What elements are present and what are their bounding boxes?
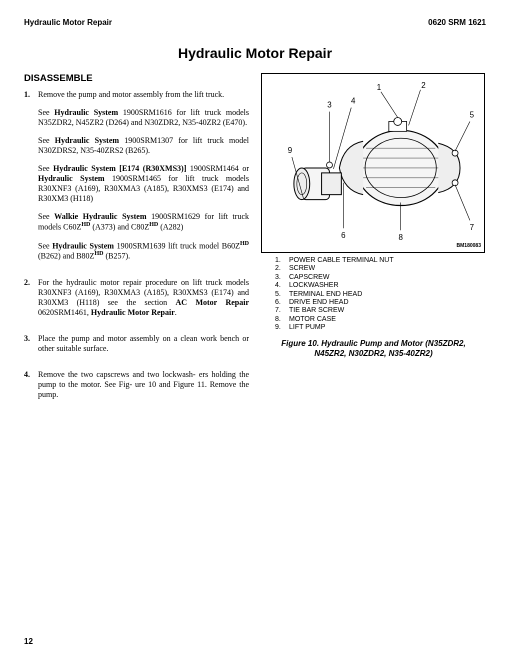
callout-item: 1.POWER CABLE TERMINAL NUT (275, 257, 486, 265)
callout-number: 4. (275, 282, 289, 290)
step-paragraph: For the hydraulic motor repair procedure… (38, 278, 249, 318)
callout-text: SCREW (289, 265, 315, 273)
callout-item: 4.LOCKWASHER (275, 282, 486, 290)
step-paragraph: See Hydraulic System 1900SRM1616 for lif… (38, 108, 249, 128)
svg-text:2: 2 (421, 81, 425, 90)
callout-number: 1. (275, 257, 289, 265)
step-item: 1.Remove the pump and motor assembly fro… (24, 90, 249, 270)
page-header: Hydraulic Motor Repair 0620 SRM 1621 (24, 18, 486, 27)
section-heading: DISASSEMBLE (24, 73, 249, 84)
callout-text: POWER CABLE TERMINAL NUT (289, 257, 394, 265)
svg-text:9: 9 (288, 146, 293, 155)
callout-number: 2. (275, 265, 289, 273)
callout-number: 5. (275, 291, 289, 299)
callout-item: 5.TERMINAL END HEAD (275, 291, 486, 299)
content-columns: DISASSEMBLE 1.Remove the pump and motor … (24, 73, 486, 416)
step-number: 1. (24, 90, 38, 270)
callout-text: LOCKWASHER (289, 282, 339, 290)
figure-caption-line-1: Figure 10. Hydraulic Pump and Motor (N35… (281, 339, 465, 348)
step-paragraph: See Hydraulic System 1900SRM1307 for lif… (38, 136, 249, 156)
svg-text:6: 6 (341, 231, 346, 240)
step-number: 3. (24, 334, 38, 362)
callout-number: 7. (275, 307, 289, 315)
callout-number: 9. (275, 324, 289, 332)
callout-text: MOTOR CASE (289, 316, 336, 324)
callout-text: LIFT PUMP (289, 324, 325, 332)
header-left: Hydraulic Motor Repair (24, 18, 112, 27)
svg-text:7: 7 (470, 223, 474, 232)
figure-caption-line-2: N45ZR2, N30ZDR2, N35-40ZR2) (314, 349, 432, 358)
figure-caption: Figure 10. Hydraulic Pump and Motor (N35… (261, 339, 486, 360)
svg-text:4: 4 (351, 97, 356, 106)
svg-text:1: 1 (377, 83, 382, 92)
step-item: 4.Remove the two capscrews and two lockw… (24, 370, 249, 408)
callout-item: 9.LIFT PUMP (275, 324, 486, 332)
callout-number: 6. (275, 299, 289, 307)
step-paragraph: Place the pump and motor assembly on a c… (38, 334, 249, 354)
callout-text: DRIVE END HEAD (289, 299, 349, 307)
callout-item: 2.SCREW (275, 265, 486, 273)
svg-text:3: 3 (327, 101, 332, 110)
right-column: 1 2 3 4 5 6 7 8 9 (261, 73, 486, 416)
callout-item: 6.DRIVE END HEAD (275, 299, 486, 307)
callout-item: 3.CAPSCREW (275, 274, 486, 282)
step-paragraph: See Hydraulic System [E174 (R30XMS3)] 19… (38, 164, 249, 204)
step-body: Place the pump and motor assembly on a c… (38, 334, 249, 362)
figure-ref-number: BM180083 (457, 243, 481, 249)
header-right: 0620 SRM 1621 (428, 18, 486, 27)
callout-item: 8.MOTOR CASE (275, 316, 486, 324)
callout-number: 8. (275, 316, 289, 324)
page-number: 12 (24, 637, 33, 646)
left-column: DISASSEMBLE 1.Remove the pump and motor … (24, 73, 249, 416)
step-paragraph: See Walkie Hydraulic System 1900SRM1629 … (38, 212, 249, 233)
step-body: Remove the pump and motor assembly from … (38, 90, 249, 270)
step-body: For the hydraulic motor repair procedure… (38, 278, 249, 326)
callout-text: CAPSCREW (289, 274, 329, 282)
figure-callout-list: 1.POWER CABLE TERMINAL NUT2.SCREW3.CAPSC… (275, 257, 486, 333)
callout-item: 7.TIE BAR SCREW (275, 307, 486, 315)
callout-number: 3. (275, 274, 289, 282)
step-paragraph: Remove the pump and motor assembly from … (38, 90, 249, 100)
svg-text:8: 8 (398, 233, 403, 242)
callout-text: TIE BAR SCREW (289, 307, 344, 315)
page-title: Hydraulic Motor Repair (24, 45, 486, 61)
step-body: Remove the two capscrews and two lockwas… (38, 370, 249, 408)
figure-10-image: 1 2 3 4 5 6 7 8 9 (261, 73, 485, 253)
svg-text:5: 5 (470, 111, 475, 120)
step-number: 2. (24, 278, 38, 326)
step-paragraph: Remove the two capscrews and two lockwas… (38, 370, 249, 400)
step-paragraph: See Hydraulic System 1900SRM1639 lift tr… (38, 241, 249, 262)
step-item: 2.For the hydraulic motor repair procedu… (24, 278, 249, 326)
steps-list: 1.Remove the pump and motor assembly fro… (24, 90, 249, 408)
step-item: 3.Place the pump and motor assembly on a… (24, 334, 249, 362)
step-number: 4. (24, 370, 38, 408)
callout-text: TERMINAL END HEAD (289, 291, 362, 299)
